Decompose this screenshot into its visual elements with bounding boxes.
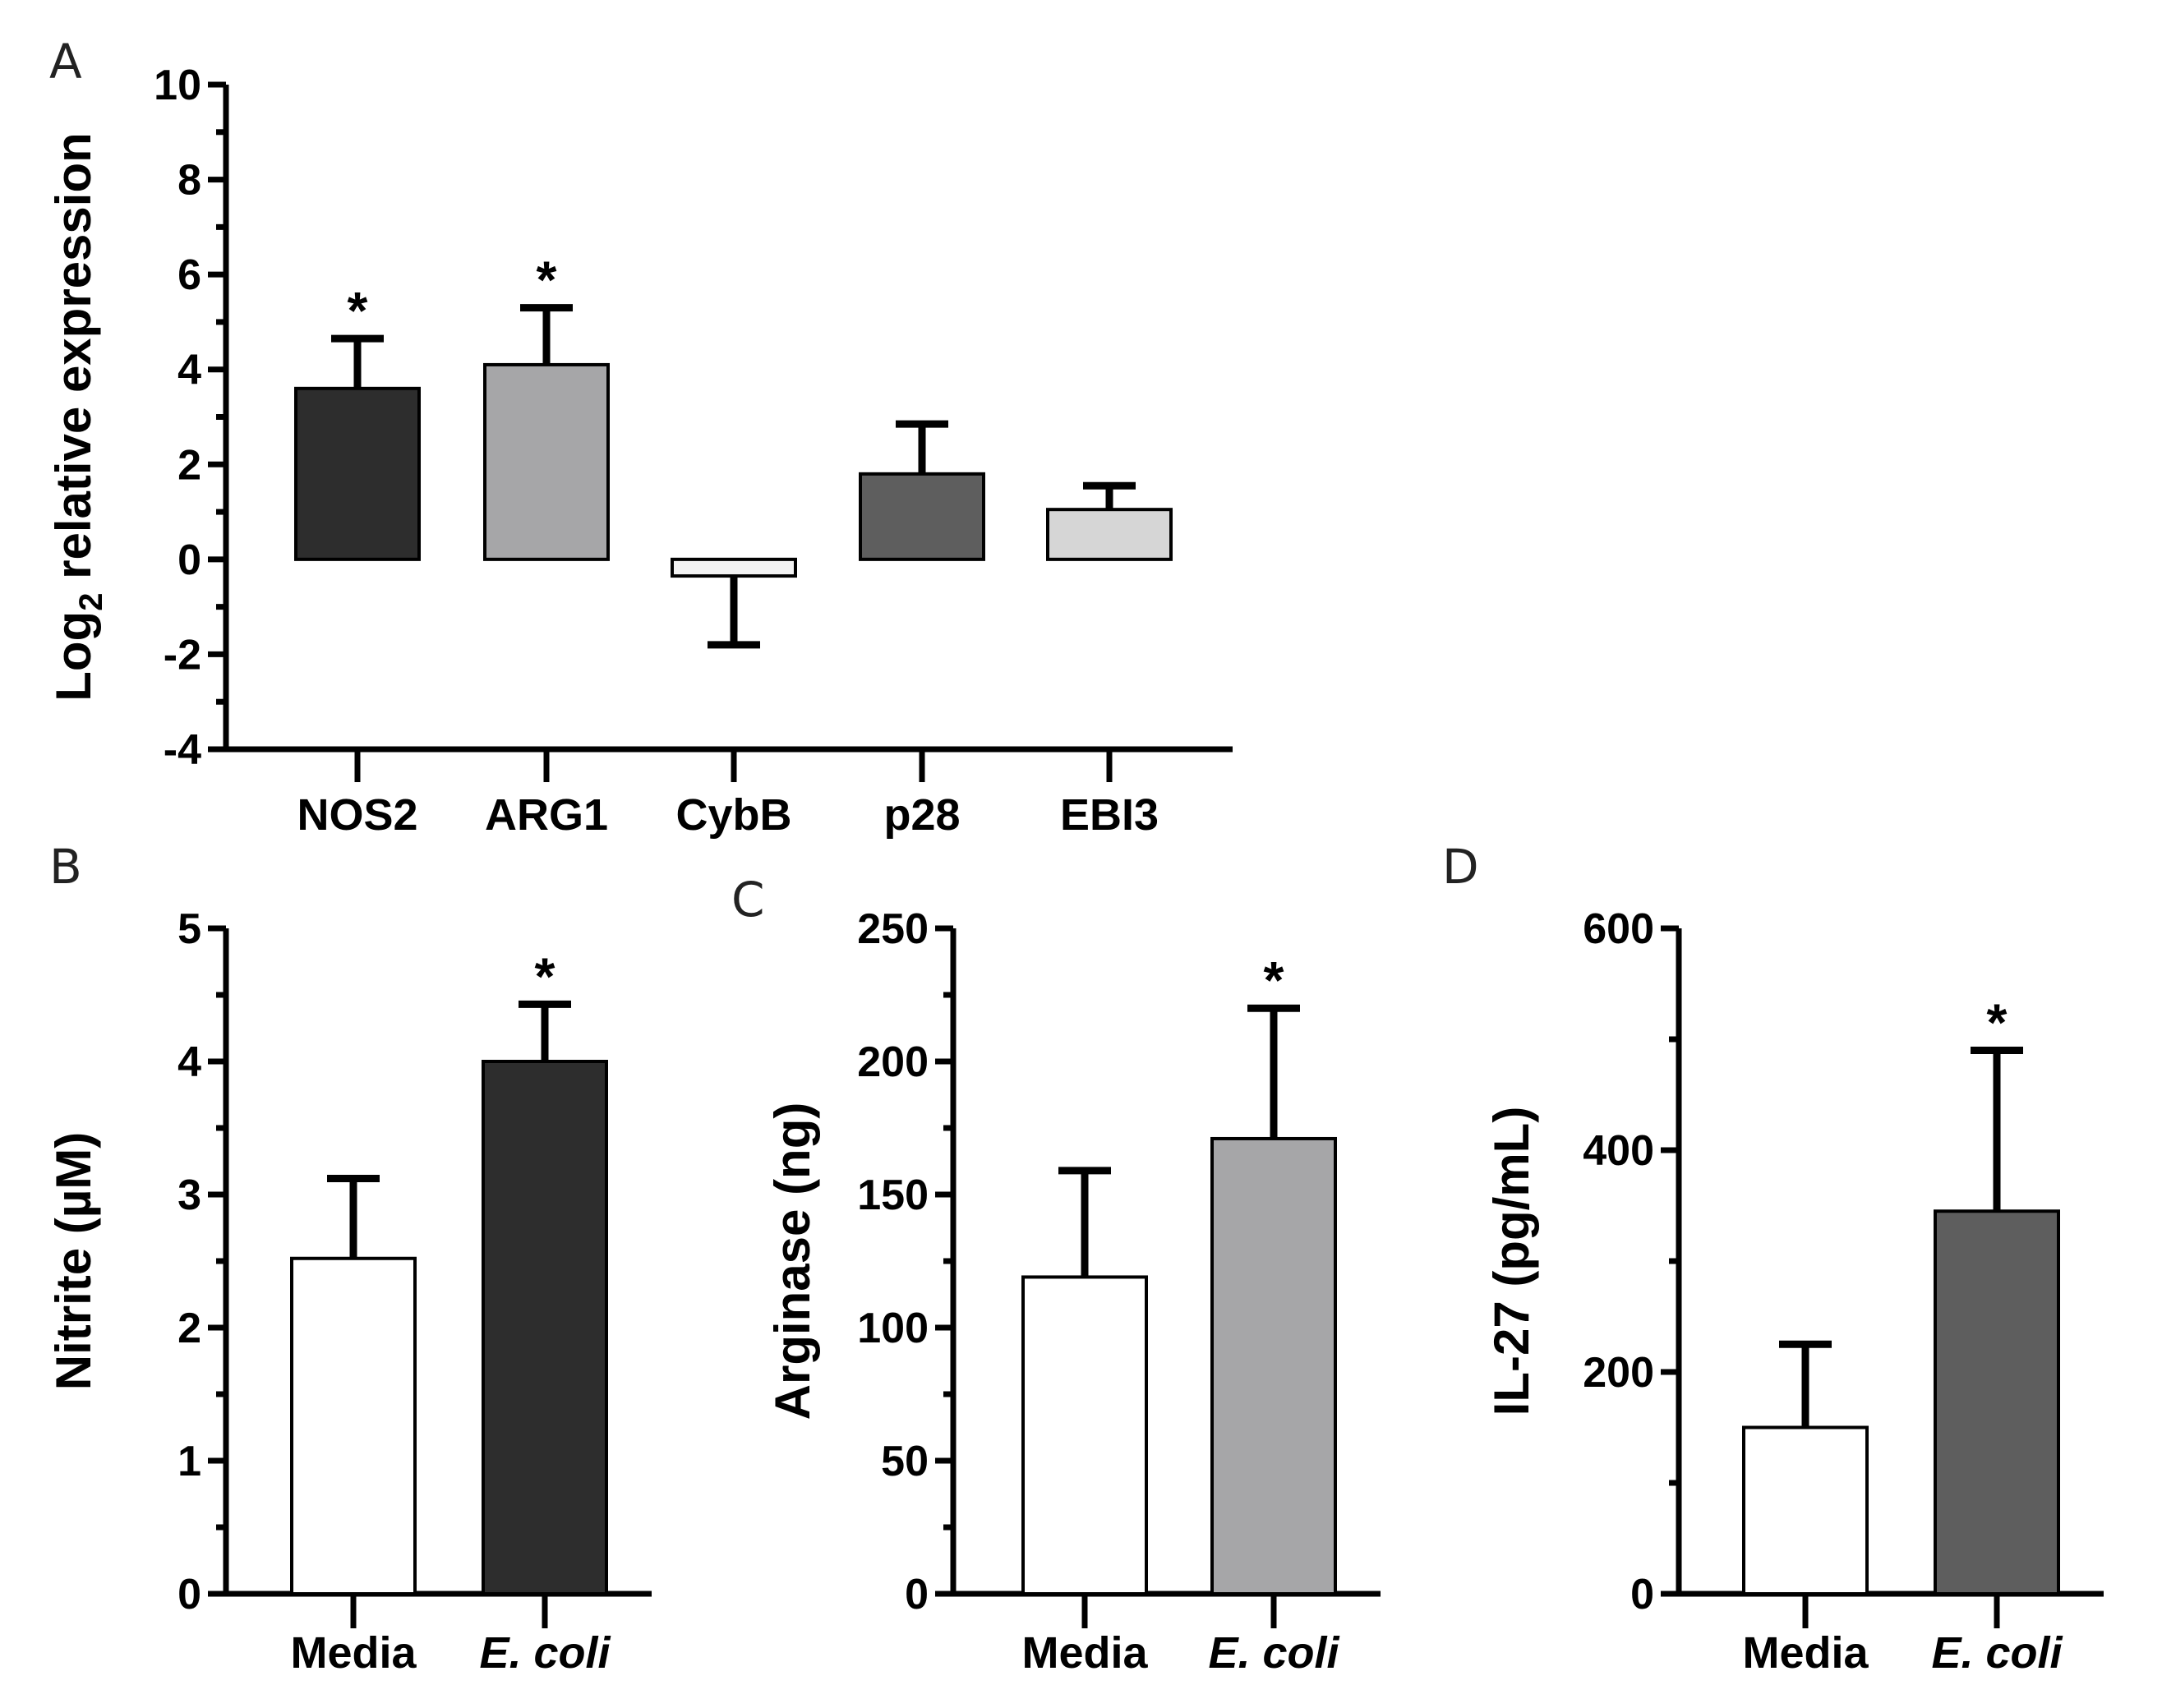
- y-tick-label: 100: [857, 1305, 929, 1352]
- y-tick-label: 200: [857, 1038, 929, 1086]
- bar: [1742, 1425, 1869, 1595]
- category-label: E. coli: [1931, 1628, 2063, 1678]
- significance-marker: *: [348, 281, 368, 340]
- category-label: EBI3: [1060, 790, 1159, 840]
- y-tick-label: 600: [1583, 905, 1654, 953]
- y-axis-title-sub: 2: [73, 593, 109, 611]
- significance-marker: *: [535, 946, 555, 1006]
- y-tick-label: 10: [154, 62, 201, 109]
- y-tick-label: 3: [177, 1172, 201, 1219]
- y-tick-label: 4: [177, 347, 201, 394]
- panel-d: D 0 200 400 600 IL-27 (pg/mL) Media E. coli *: [1442, 839, 2104, 1678]
- bar: [1021, 1275, 1148, 1595]
- bar: [859, 472, 985, 561]
- bar: [290, 1256, 417, 1595]
- bar: [671, 557, 797, 578]
- category-label: CybB: [675, 790, 791, 840]
- y-tick-label: 0: [1630, 1571, 1654, 1618]
- y-tick-label: 4: [177, 1038, 201, 1086]
- significance-marker: *: [1987, 993, 2008, 1052]
- y-tick-label: 5: [177, 905, 201, 953]
- category-label: NOS2: [297, 790, 417, 840]
- category-label: Media: [1742, 1628, 1869, 1678]
- y-tick-label: 1: [177, 1438, 201, 1485]
- y-tick-label: -2: [164, 631, 201, 679]
- y-tick-label: 50: [881, 1438, 929, 1485]
- category-label: E. coli: [479, 1628, 611, 1678]
- category-label: E. coli: [1208, 1628, 1339, 1678]
- y-tick-label: 0: [177, 536, 201, 584]
- y-axis-title: Nitrite (µM): [46, 1132, 101, 1391]
- y-tick-label: 2: [177, 441, 201, 489]
- y-tick-label: 0: [905, 1571, 929, 1618]
- category-label: ARG1: [485, 790, 608, 840]
- category-label: Media: [1021, 1628, 1148, 1678]
- y-tick-label: 400: [1583, 1127, 1654, 1175]
- panel-letter: B: [49, 839, 82, 895]
- panel-c: C 0 50 100 150 200 250 Arginase (ng) Media E. col…: [731, 872, 1381, 1678]
- category-label: p28: [883, 790, 960, 840]
- bar: [1934, 1209, 2060, 1595]
- y-axis-title: IL-27 (pg/mL): [1484, 1107, 1539, 1416]
- y-tick-label: 8: [177, 157, 201, 205]
- bar: [483, 362, 610, 561]
- panel-b: B 0 1 2 3 4 5 Nitrite (µM) Media E. coli *: [46, 839, 652, 1678]
- y-axis-title: Log2 relative expression: [46, 132, 109, 702]
- significance-marker: *: [537, 251, 557, 310]
- panel-letter: A: [49, 34, 82, 90]
- y-axis-title-main: Log: [46, 611, 101, 702]
- category-label: Media: [290, 1628, 417, 1678]
- bar: [1046, 508, 1173, 561]
- y-tick-label: 6: [177, 251, 201, 299]
- bar: [1210, 1136, 1337, 1595]
- bar: [482, 1060, 608, 1595]
- y-tick-label: 2: [177, 1305, 201, 1352]
- panel-letter: C: [731, 872, 765, 928]
- significance-marker: *: [1264, 951, 1284, 1010]
- panel-letter: D: [1442, 839, 1479, 895]
- y-tick-label: 150: [857, 1172, 929, 1219]
- y-axis-title: Arginase (ng): [765, 1103, 820, 1420]
- y-tick-label: -4: [164, 726, 201, 774]
- bar: [294, 386, 421, 561]
- y-axis-title-rest: relative expression: [46, 132, 101, 592]
- y-tick-label: 250: [857, 905, 929, 953]
- y-tick-label: 200: [1583, 1349, 1654, 1397]
- y-tick-label: 0: [177, 1571, 201, 1618]
